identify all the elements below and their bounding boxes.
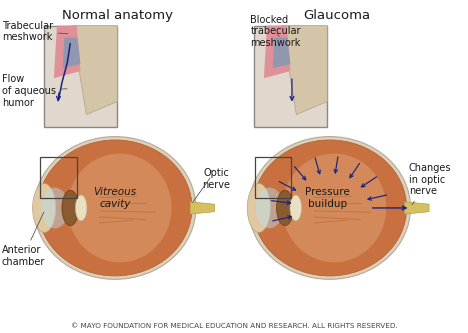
Text: Flow
of aqueous
humor: Flow of aqueous humor xyxy=(1,74,67,108)
Ellipse shape xyxy=(75,195,87,221)
Bar xyxy=(44,26,117,127)
Ellipse shape xyxy=(277,190,293,226)
Bar xyxy=(254,26,327,127)
Polygon shape xyxy=(54,26,80,78)
Bar xyxy=(255,157,291,198)
Text: Pressure
buildup: Pressure buildup xyxy=(305,187,350,209)
Ellipse shape xyxy=(290,195,301,221)
Text: Trabecular
meshwork: Trabecular meshwork xyxy=(1,21,68,42)
Polygon shape xyxy=(405,202,429,214)
Ellipse shape xyxy=(249,137,410,279)
Ellipse shape xyxy=(68,154,172,262)
Polygon shape xyxy=(72,26,117,115)
Text: Blocked
trabecular
meshwork: Blocked trabecular meshwork xyxy=(250,15,301,48)
Polygon shape xyxy=(282,26,327,115)
Ellipse shape xyxy=(282,154,386,262)
Text: Vitreous
cavity: Vitreous cavity xyxy=(94,187,137,209)
Text: Anterior
chamber: Anterior chamber xyxy=(1,212,45,267)
Text: Glaucoma: Glaucoma xyxy=(303,9,370,22)
Ellipse shape xyxy=(253,140,407,276)
Text: Optic
nerve: Optic nerve xyxy=(202,168,230,190)
Polygon shape xyxy=(63,38,80,68)
Ellipse shape xyxy=(62,190,79,226)
Ellipse shape xyxy=(256,187,284,228)
Ellipse shape xyxy=(38,140,192,276)
Ellipse shape xyxy=(33,183,56,232)
Ellipse shape xyxy=(247,183,271,232)
Text: Normal anatomy: Normal anatomy xyxy=(62,9,173,22)
Text: © MAYO FOUNDATION FOR MEDICAL EDUCATION AND RESEARCH. ALL RIGHTS RESERVED.: © MAYO FOUNDATION FOR MEDICAL EDUCATION … xyxy=(71,323,397,329)
Polygon shape xyxy=(264,26,291,78)
Text: Changes
in optic
nerve: Changes in optic nerve xyxy=(409,163,452,205)
Polygon shape xyxy=(273,38,291,68)
Bar xyxy=(40,157,77,198)
Ellipse shape xyxy=(34,137,196,279)
Ellipse shape xyxy=(41,187,69,228)
Polygon shape xyxy=(190,202,214,214)
